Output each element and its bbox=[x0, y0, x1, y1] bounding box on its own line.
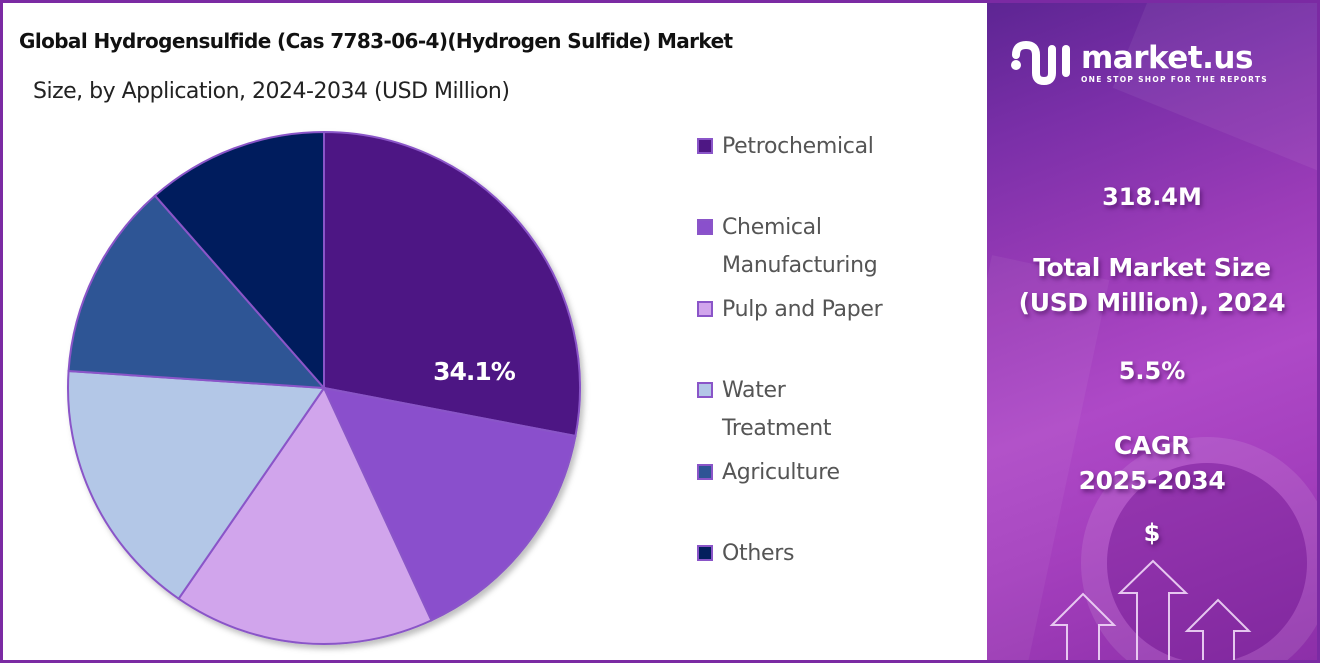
pie-slice-water-treatment bbox=[67, 369, 326, 601]
legend-item-others: Others bbox=[697, 535, 794, 573]
legend-swatch bbox=[697, 138, 713, 154]
dollar-icon: $ bbox=[1143, 519, 1161, 547]
coffee-cup-decoration bbox=[1107, 463, 1307, 660]
market-size-label-line: (USD Million), 2024 bbox=[1018, 288, 1286, 317]
pie-slices bbox=[67, 130, 581, 645]
legend-swatch bbox=[697, 219, 713, 235]
growth-arrows-icon bbox=[1049, 559, 1252, 660]
brand-name: market.us bbox=[1081, 40, 1253, 76]
brand-logo: market.us ONE STOP SHOP FOR THE REPORTS bbox=[1009, 39, 1268, 87]
pie-chart: 34.1% bbox=[67, 130, 581, 645]
cagr-label: CAGR 2025-2034 bbox=[987, 428, 1317, 498]
legend-swatch bbox=[697, 464, 713, 480]
chart-subtitle: Size, by Application, 2024-2034 (USD Mil… bbox=[33, 79, 510, 104]
legend-label-line: Treatment bbox=[722, 416, 832, 441]
legend-label: Others bbox=[722, 541, 795, 566]
legend-label: Pulp and Paper bbox=[722, 297, 883, 322]
pie-slice-agriculture bbox=[67, 194, 327, 390]
legend-item-pulp-and-paper: Pulp and Paper bbox=[697, 291, 883, 329]
chart-title: Global Hydrogensulfide (Cas 7783-06-4)(H… bbox=[19, 29, 733, 53]
legend-label: Agriculture bbox=[722, 460, 840, 485]
legend-item-agriculture: Agriculture bbox=[697, 454, 840, 492]
pie-slice-others bbox=[153, 130, 325, 391]
legend-item-water-treatment: Water Treatment bbox=[697, 372, 832, 448]
summary-panel: market.us ONE STOP SHOP FOR THE REPORTS … bbox=[987, 3, 1317, 660]
legend-swatch bbox=[697, 301, 713, 317]
pie-slice-petrochemical bbox=[323, 130, 581, 438]
cagr-label-line: CAGR bbox=[1113, 431, 1191, 460]
legend-swatch bbox=[697, 382, 713, 398]
pie-slice-pulp-and-paper bbox=[177, 385, 433, 645]
cagr-value: 5.5% bbox=[1118, 357, 1186, 385]
legend-label-line: Water bbox=[722, 378, 786, 403]
legend-item-chemical-manufacturing: Chemical Manufacturing bbox=[697, 209, 878, 285]
cagr-label-line: 2025-2034 bbox=[1078, 466, 1226, 495]
pie-slice-chemical-manufacturing bbox=[322, 386, 577, 622]
legend-label: Water Treatment bbox=[722, 372, 832, 448]
market-size-label-line: Total Market Size bbox=[1033, 253, 1271, 282]
legend-label: Petrochemical bbox=[722, 134, 874, 159]
legend-label: Chemical Manufacturing bbox=[722, 209, 878, 285]
market-us-logo-icon bbox=[1011, 40, 1070, 86]
legend-swatch bbox=[697, 545, 713, 561]
legend-label-line: Manufacturing bbox=[722, 253, 878, 278]
slice-percent-label: 34.1% bbox=[433, 357, 516, 386]
market-size-label: Total Market Size (USD Million), 2024 bbox=[987, 250, 1317, 320]
legend-item-petrochemical: Petrochemical bbox=[697, 128, 874, 166]
brand-tagline: ONE STOP SHOP FOR THE REPORTS bbox=[1081, 75, 1268, 84]
market-size-value: 318.4M bbox=[1102, 183, 1202, 211]
legend-label-line: Chemical bbox=[722, 215, 822, 240]
